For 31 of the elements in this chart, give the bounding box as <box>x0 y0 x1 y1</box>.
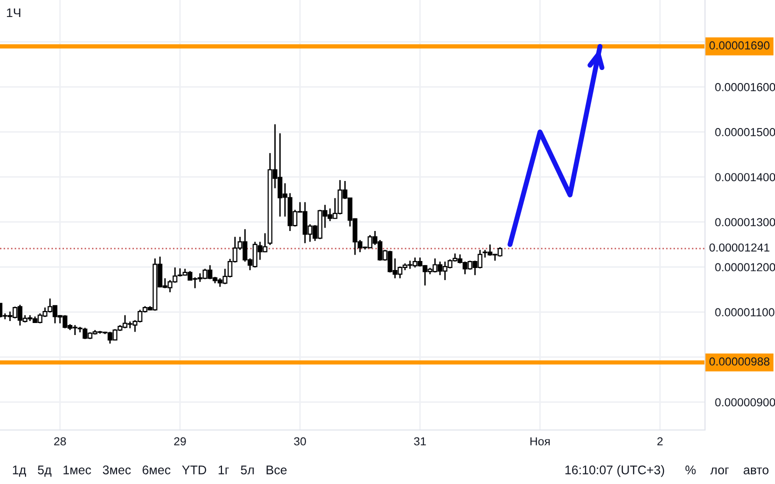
text: 1г <box>218 466 229 474</box>
y-tick-label: 0.00001600 <box>715 83 775 92</box>
text: 1д <box>12 466 26 477</box>
y-tick-label: 0.00001200 <box>715 263 775 272</box>
text: 3мес <box>102 466 131 474</box>
text: % <box>685 466 696 474</box>
ref-line-label: 0.00000988 <box>709 357 770 366</box>
y-tick-label: 0.00000900 <box>715 398 775 406</box>
x-tick-label: 29 <box>174 437 186 446</box>
y-tick-label: 0.00001400 <box>715 173 775 182</box>
y-tick-label: 0.00001100 <box>715 308 774 316</box>
line-series <box>508 44 602 247</box>
text: 1Ч <box>6 8 20 18</box>
x-tick-label: 30 <box>294 437 306 446</box>
text: 5л <box>240 466 254 474</box>
text: авто <box>744 468 768 474</box>
x-tick-label: 2 <box>657 437 663 446</box>
text: лог <box>710 468 729 474</box>
text: 5д <box>38 466 52 477</box>
text: Все <box>266 466 287 474</box>
x-tick-label: Ноя <box>530 437 550 446</box>
x-tick-label: 28 <box>54 437 66 446</box>
text: 6мес <box>142 466 170 474</box>
ref-line-label: 0.00001690 <box>709 41 770 50</box>
y-tick-label: 0.00001500 <box>715 128 775 136</box>
text: 16:10:07 (UTC+3) <box>565 465 664 477</box>
ref-line-label: 0.00001241 <box>709 243 770 252</box>
x-tick-label: 31 <box>414 437 426 446</box>
y-tick-label: 0.00001300 <box>715 218 775 226</box>
text: YTD <box>182 466 206 474</box>
text: 1мес <box>64 466 92 474</box>
